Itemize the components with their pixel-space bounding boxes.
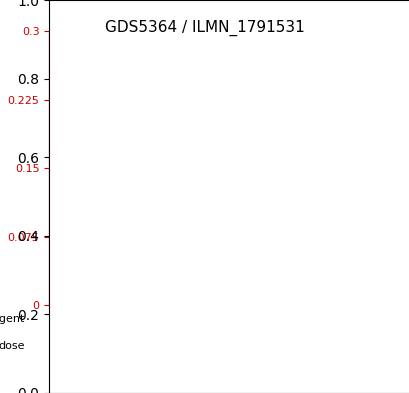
Text: dose: dose <box>0 342 25 351</box>
Bar <box>298 207 319 305</box>
Bar <box>298 298 319 305</box>
Text: 0.1 uM: 0.1 uM <box>186 341 223 351</box>
Text: agent: agent <box>0 314 25 324</box>
Bar <box>263 173 284 305</box>
Bar <box>160 296 180 305</box>
Bar <box>263 294 284 305</box>
Bar <box>56 91 77 305</box>
Text: 1 uM: 1 uM <box>294 341 322 351</box>
Bar <box>229 289 249 305</box>
Bar <box>194 294 215 305</box>
Bar <box>229 301 249 305</box>
Bar <box>160 216 180 305</box>
Bar <box>90 292 111 305</box>
Bar <box>90 95 111 305</box>
Bar <box>125 301 146 305</box>
Bar <box>332 292 353 305</box>
Text: vehicle: vehicle <box>81 313 121 323</box>
FancyBboxPatch shape <box>49 307 153 331</box>
Bar <box>125 246 146 305</box>
FancyBboxPatch shape <box>256 334 360 359</box>
Text: GDS5364 / ILMN_1791531: GDS5364 / ILMN_1791531 <box>105 20 304 36</box>
FancyBboxPatch shape <box>49 334 153 359</box>
FancyBboxPatch shape <box>153 307 360 331</box>
Legend: transformed count, percentile rank within the sample: transformed count, percentile rank withi… <box>70 365 259 393</box>
FancyBboxPatch shape <box>153 334 256 359</box>
Text: I-BET726: I-BET726 <box>231 313 281 323</box>
Bar <box>56 287 77 305</box>
Text: control: control <box>82 341 120 351</box>
Bar <box>332 95 353 305</box>
Bar <box>194 161 215 305</box>
